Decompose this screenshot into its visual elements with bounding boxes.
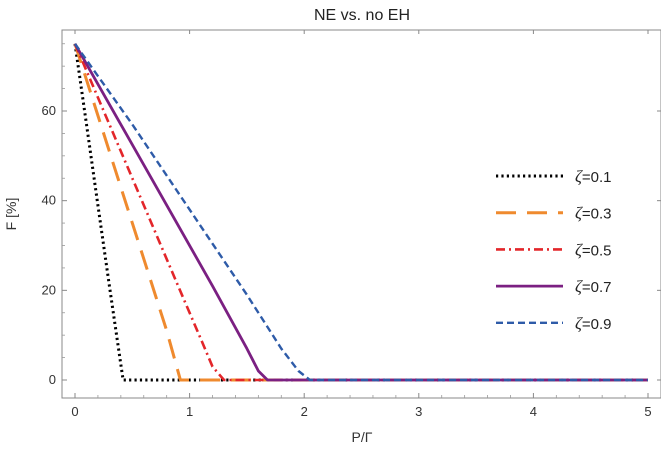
x-tick-label: 2 xyxy=(301,404,308,419)
series-layer xyxy=(73,43,648,382)
legend-symbol: ζ xyxy=(575,277,583,296)
legend-label-4: ζ=0.7 xyxy=(575,277,612,296)
x-tick-label: 0 xyxy=(71,404,78,419)
legend-label-2: ζ=0.3 xyxy=(575,204,612,223)
y-tick-label: 60 xyxy=(42,103,56,118)
legend-label-3: ζ=0.5 xyxy=(575,240,612,259)
y-tick-label: 40 xyxy=(42,193,56,208)
chart-title: NE vs. no EH xyxy=(314,7,410,24)
legend-value: =0.1 xyxy=(582,169,612,186)
legend-symbol: ζ xyxy=(575,314,583,333)
legend-symbol: ζ xyxy=(575,167,583,186)
legend-value: =0.9 xyxy=(582,316,612,333)
y-tick-label: 20 xyxy=(42,282,56,297)
legend-value: =0.3 xyxy=(582,206,612,223)
axis-tick-labels: 0 1 2 3 4 5 0 20 40 60 xyxy=(42,103,652,419)
legend-label-5: ζ=0.9 xyxy=(575,314,612,333)
legend-label-1: ζ=0.1 xyxy=(575,167,612,186)
series-line-5 xyxy=(74,43,648,382)
x-tick-label: 4 xyxy=(530,404,537,419)
x-tick-label: 5 xyxy=(644,404,651,419)
x-axis-title: P/Γ xyxy=(352,429,373,445)
legend-symbol: ζ xyxy=(575,204,583,223)
x-tick-label: 3 xyxy=(415,404,422,419)
axis-ticks xyxy=(62,30,661,398)
plot-frame xyxy=(61,29,661,399)
legend-symbol: ζ xyxy=(575,240,583,259)
legend-value: =0.5 xyxy=(582,242,612,259)
legend: ζ=0.1ζ=0.3ζ=0.5ζ=0.7ζ=0.9 xyxy=(496,167,612,333)
y-tick-label: 0 xyxy=(49,372,56,387)
legend-value: =0.7 xyxy=(582,279,612,296)
y-axis-title: F [%] xyxy=(3,198,19,231)
x-tick-label: 1 xyxy=(186,404,193,419)
series-line-1 xyxy=(73,43,648,382)
